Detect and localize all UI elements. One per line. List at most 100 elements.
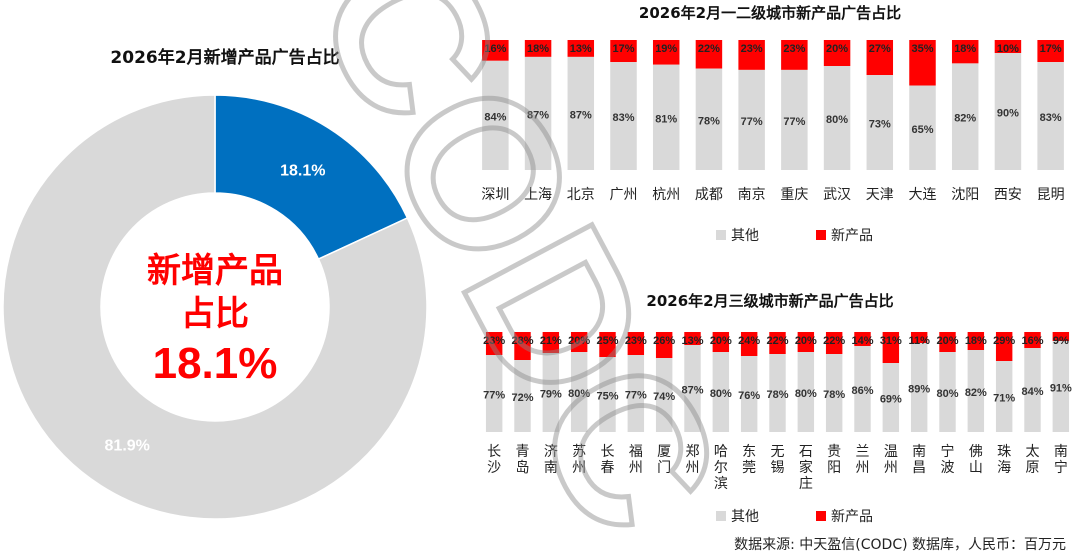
tier3-category-2-char-1: 南 (544, 460, 558, 476)
tier3-category-7-char-1: 州 (686, 460, 700, 476)
tier3-category-17-char-0: 佛 (969, 444, 983, 460)
tier3-category-3-char-0: 苏 (572, 444, 586, 460)
tier12-label-other-4: 81% (655, 113, 677, 125)
tier3-bar-new-0 (485, 332, 503, 355)
tier3-label-other-7: 87% (681, 385, 703, 397)
tier3-category-12-char-1: 阳 (827, 460, 841, 476)
tier3-category-0-char-1: 沙 (487, 460, 501, 476)
tier3-category-2-char-0: 济 (544, 444, 558, 460)
tier3-category-6-char-1: 门 (657, 460, 671, 476)
tier12-label-new-11: 18% (954, 43, 976, 55)
tier12-label-other-2: 87% (570, 109, 592, 121)
tier3-category-1-char-0: 青 (516, 444, 530, 460)
tier12-legend-swatch-1 (816, 230, 826, 240)
tier12-label-new-1: 18% (527, 43, 549, 55)
tier12-bar-other-9 (866, 75, 894, 170)
tier3-label-other-10: 78% (766, 389, 788, 401)
tier12-bar-other-7 (781, 69, 808, 170)
tier3-label-other-8: 80% (710, 388, 732, 400)
tier3-category-15-char-0: 南 (912, 444, 926, 460)
tier3-bar-new-5 (627, 332, 645, 355)
tier12-bar-new-3 (610, 40, 637, 63)
tier12-label-other-10: 65% (911, 124, 933, 136)
tier3-bar-new-13 (854, 332, 871, 346)
tier3-label-new-15: 11% (908, 335, 930, 347)
tier3-category-11-char-1: 家 (799, 459, 813, 476)
tier3-category-5-char-1: 州 (629, 460, 643, 476)
tier3-label-new-17: 18% (965, 335, 987, 347)
tier12-bar-other-11 (951, 63, 979, 170)
tier12-bar-new-11 (951, 40, 979, 64)
tier3-category-8-char-1: 尔 (714, 460, 728, 476)
tier12-label-other-7: 77% (783, 116, 805, 128)
tier12-bar-new-9 (866, 40, 894, 76)
tier3-bar-new-16 (939, 332, 956, 352)
tier3-category-13-char-0: 兰 (856, 444, 870, 460)
tier3-bar-new-20 (1052, 332, 1070, 341)
tier3-bar-other-17 (967, 350, 985, 432)
tier12-bar-other-6 (738, 69, 765, 170)
tier3-category-18-char-1: 海 (997, 460, 1011, 476)
tier3-bar-new-14 (882, 332, 900, 363)
tier3-bar-new-11 (797, 332, 815, 352)
tier3-legend-label-0: 其他 (731, 509, 759, 525)
donut-title: 2026年2月新增产品广告占比 (110, 47, 339, 68)
tier3-category-10-char-1: 锡 (771, 460, 785, 476)
tier3-label-new-6: 26% (653, 335, 675, 347)
tier3-category-0-char-0: 长 (487, 444, 501, 460)
tier3-category-4-char-1: 春 (601, 460, 615, 476)
source-note: 数据来源: 中天盈信(CODC) 数据库，人民币：百万元 (734, 537, 1066, 553)
tier3-category-14-char-0: 温 (884, 444, 898, 460)
tier12-label-new-4: 19% (655, 43, 677, 55)
tier3-bar-other-11 (797, 352, 815, 432)
tier3-category-19-char-1: 原 (1026, 460, 1040, 476)
donut-slice-label-1: 81.9% (105, 437, 150, 454)
tier3-bar-new-18 (995, 332, 1013, 361)
tier3-bar-new-7 (684, 332, 701, 345)
tier3-label-other-15: 89% (908, 384, 930, 396)
tier3-bar-other-12 (825, 354, 843, 432)
tier3-label-new-20: 9% (1053, 335, 1069, 347)
tier12-label-other-8: 80% (826, 114, 848, 126)
tier3-label-other-18: 71% (993, 393, 1015, 405)
tier3-category-4-char-0: 长 (601, 444, 615, 460)
tier3-label-other-11: 80% (795, 388, 817, 400)
tier12-category-9: 天津 (866, 187, 894, 203)
tier3-category-20-char-1: 宁 (1054, 459, 1068, 476)
tier3-label-other-6: 74% (653, 391, 675, 403)
tier3-bar-new-15 (910, 332, 928, 343)
tier3-category-9-char-1: 莞 (742, 460, 756, 476)
tier12-label-new-8: 20% (826, 43, 848, 55)
tier12-category-12: 西安 (994, 187, 1022, 203)
tier12-category-3: 广州 (610, 187, 638, 203)
tier3-bar-other-13 (854, 346, 871, 432)
tier12-category-7: 重庆 (780, 187, 808, 203)
tier12-label-other-9: 73% (869, 119, 891, 131)
tier3-label-new-14: 31% (880, 335, 902, 347)
tier12-label-new-12: 10% (997, 43, 1019, 55)
tier3-bar-other-15 (910, 343, 928, 432)
tier3-chart-title: 2026年2月三级城市新产品广告占比 (646, 292, 893, 310)
tier12-label-new-9: 27% (869, 43, 891, 55)
tier3-label-other-4: 75% (596, 391, 618, 403)
tier12-bar-new-10 (909, 40, 936, 86)
tier3-label-new-11: 20% (795, 335, 817, 347)
tier3-category-14-char-1: 州 (884, 460, 898, 476)
tier12-chart-title: 2026年2月一二级城市新产品广告占比 (639, 4, 901, 22)
tier3-label-new-5: 23% (625, 335, 647, 347)
tier3-bar-other-5 (627, 355, 645, 432)
tier12-legend-label-1: 新产品 (831, 228, 873, 244)
tier12-legend-label-0: 其他 (731, 228, 759, 244)
tier12-category-6: 南京 (738, 187, 766, 203)
tier12-category-4: 杭州 (652, 187, 680, 203)
tier3-bar-new-17 (967, 332, 985, 350)
tier12-label-new-0: 16% (484, 43, 506, 55)
tier3-category-8-char-2: 滨 (714, 476, 728, 492)
tier3-label-other-20: 91% (1050, 383, 1072, 395)
donut-center-line2: 占比 (181, 294, 249, 334)
tier3-category-10-char-0: 无 (771, 444, 785, 460)
tier3-category-16-char-1: 波 (941, 460, 955, 476)
tier12-category-10: 大连 (909, 187, 937, 203)
tier3-bar-other-3 (570, 352, 588, 432)
tier3-bar-other-6 (655, 358, 673, 432)
